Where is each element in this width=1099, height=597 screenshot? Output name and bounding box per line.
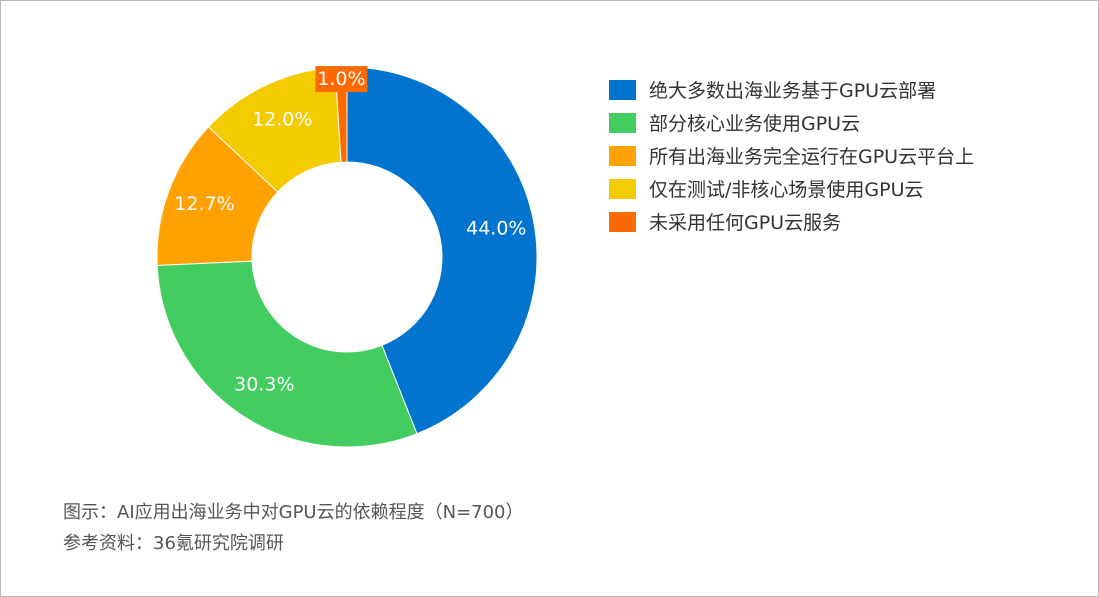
legend-item-1: 部分核心业务使用GPU云 — [609, 106, 974, 139]
legend-swatch-1 — [609, 112, 636, 133]
legend-item-2: 所有出海业务完全运行在GPU云平台上 — [609, 139, 974, 172]
legend-label-0: 绝大多数出海业务基于GPU云部署 — [649, 80, 937, 102]
legend-label-1: 部分核心业务使用GPU云 — [649, 113, 861, 135]
legend-label-4: 未采用任何GPU云服务 — [649, 212, 842, 234]
chart-source: 参考资料：36氪研究院调研 — [63, 533, 284, 554]
legend-swatch-4 — [609, 211, 636, 232]
footnotes: 图示：AI应用出海业务中对GPU云的依赖程度（N=700） 参考资料：36氪研究… — [63, 497, 524, 559]
slice-value-label-4: 1.0% — [317, 68, 365, 90]
legend-swatch-0 — [609, 79, 636, 100]
slice-value-label-3: 12.0% — [252, 108, 312, 130]
slice-value-tag-4 — [315, 66, 368, 93]
legend-label-2: 所有出海业务完全运行在GPU云平台上 — [649, 146, 975, 168]
chart-legend: 绝大多数出海业务基于GPU云部署 部分核心业务使用GPU云所有出海业务完全运行在G… — [609, 73, 974, 238]
slice-value-label-0: 44.0% — [466, 218, 526, 240]
legend-swatch-3 — [609, 178, 636, 199]
chart-caption: 图示：AI应用出海业务中对GPU云的依赖程度（N=700） — [63, 502, 524, 523]
legend-swatch-2 — [609, 145, 636, 166]
legend-label-3: 仅在测试/非核心场景使用GPU云 — [649, 179, 924, 201]
donut-slice-0 — [346, 66, 538, 435]
donut-slice-1 — [156, 260, 418, 448]
slice-value-label-1: 30.3% — [234, 374, 294, 396]
legend-item-3: 仅在测试/非核心场景使用GPU云 — [609, 172, 974, 205]
slice-value-label-2: 12.7% — [174, 193, 234, 215]
legend-item-0: 绝大多数出海业务基于GPU云部署 — [609, 73, 974, 106]
donut-chart: 44.0% 30.3% 12.7% 12.0%1.0% — [156, 66, 538, 448]
legend-item-4: 未采用任何GPU云服务 — [609, 205, 974, 238]
